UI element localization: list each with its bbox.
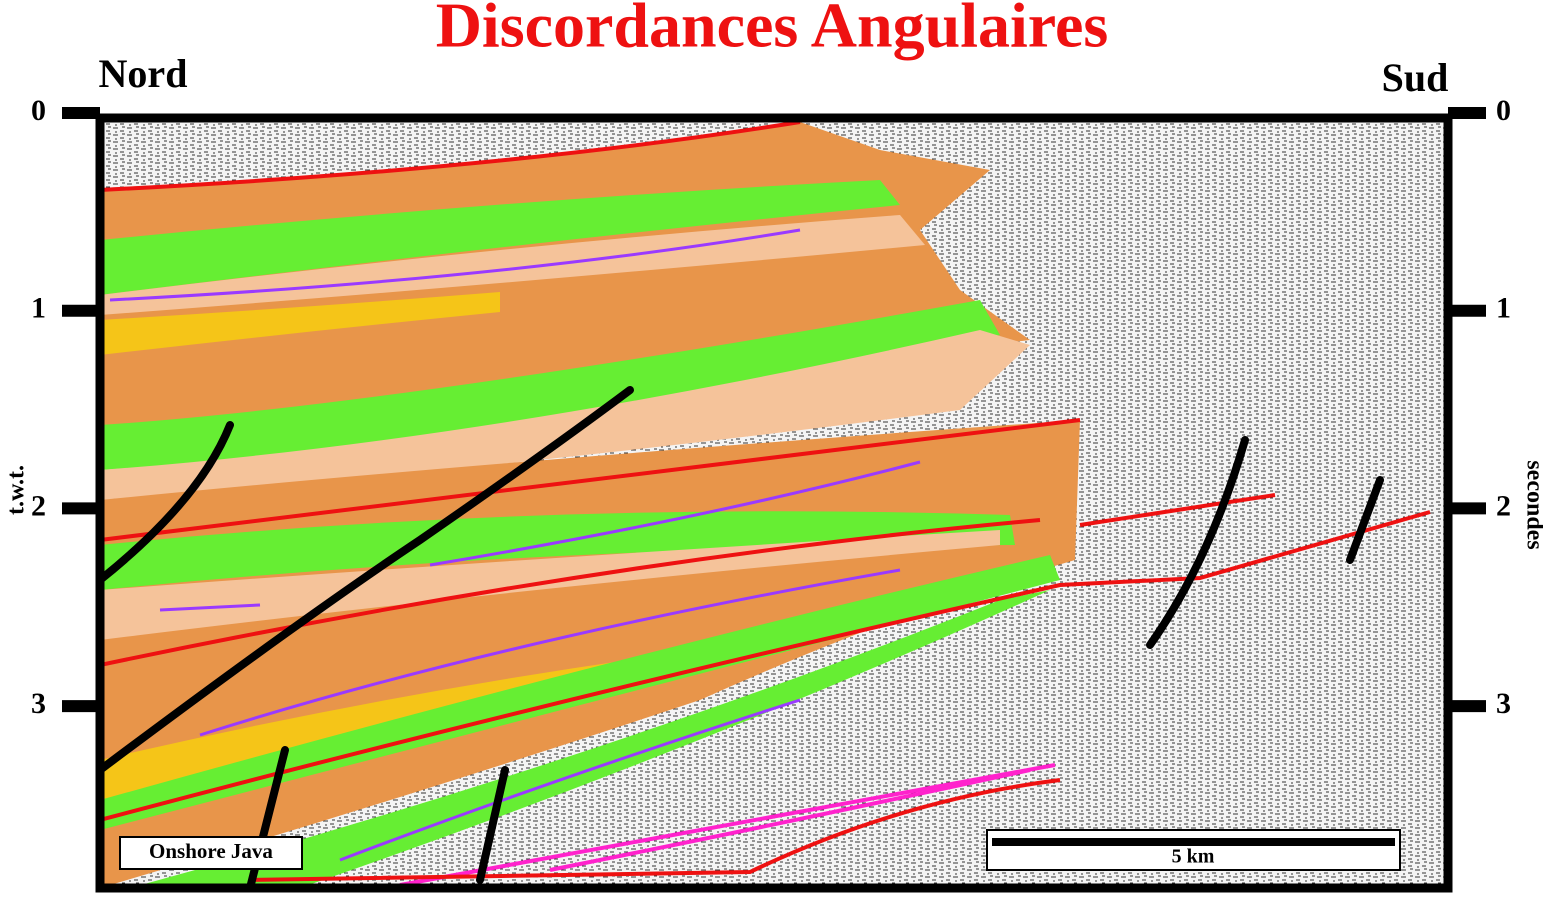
scale-bar xyxy=(992,838,1395,846)
tick-label: 3 xyxy=(1496,687,1511,720)
right-axis-label: secondes xyxy=(1521,460,1543,549)
layer-green xyxy=(100,180,900,295)
onlaps xyxy=(109,228,921,862)
layer-tan xyxy=(100,530,1000,640)
inset-label: Onshore Java xyxy=(149,839,273,863)
tick-label: 0 xyxy=(31,94,46,127)
layer-tan xyxy=(100,215,925,315)
layer-tan xyxy=(100,330,1030,500)
layer-green xyxy=(100,511,1015,590)
tick-label: 1 xyxy=(1496,292,1511,325)
left-axis-label: t.w.t. xyxy=(4,465,30,515)
layer-yellow xyxy=(100,292,500,355)
north-label: Nord xyxy=(99,51,188,96)
faults xyxy=(100,386,1384,888)
scale-box xyxy=(986,829,1401,871)
scale-label: 5 km xyxy=(1172,846,1215,868)
layer-green xyxy=(100,555,1060,830)
layer-green xyxy=(130,590,1050,888)
title: Discordances Angulaires xyxy=(436,0,1109,61)
tick-label: 3 xyxy=(31,687,46,720)
section xyxy=(100,118,1448,888)
layer-green xyxy=(100,300,1000,470)
unconformities xyxy=(100,120,1431,882)
tick-label: 0 xyxy=(1496,94,1511,127)
tick-label: 2 xyxy=(1496,489,1511,522)
inset-box xyxy=(119,836,303,870)
tick-label: 2 xyxy=(31,489,46,522)
tick-label: 1 xyxy=(31,292,46,325)
south-label: Sud xyxy=(1382,55,1449,100)
